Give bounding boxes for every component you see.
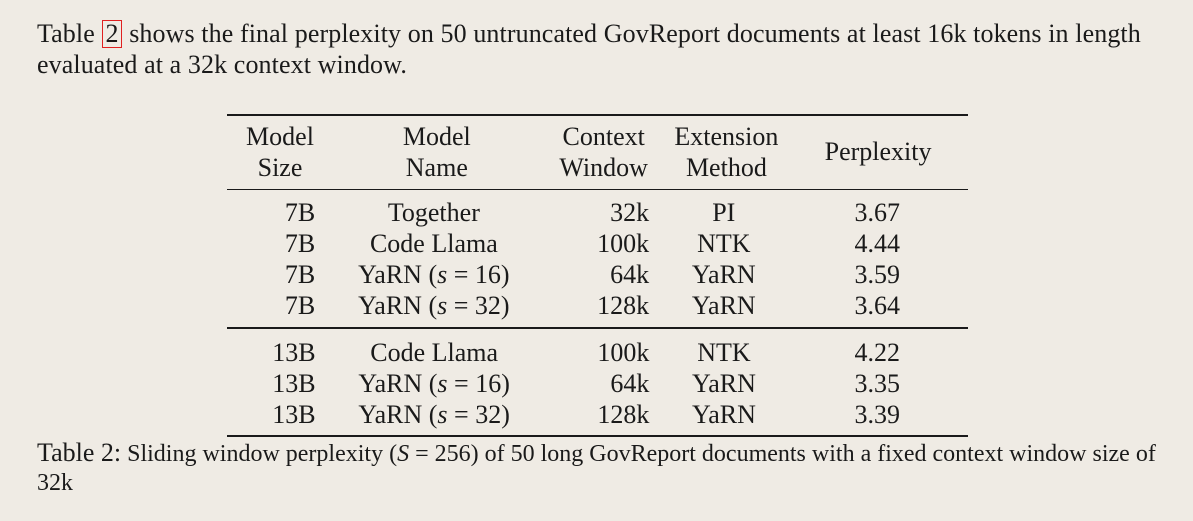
table-group-7b: 7B Together 32k PI 3.67 7B Code Llama 10… [227,197,968,321]
cell-perplexity: 3.35 [854,368,901,398]
header-model-name: Model Name [325,122,549,183]
cell-perplexity: 3.39 [854,399,901,429]
body-paragraph: Table 2 shows the final perplexity on 50… [37,18,1167,80]
cell-extension-method: YaRN [692,368,756,398]
model-name-prefix: YaRN ( [358,399,438,429]
cell-model-name: Code Llama [370,337,499,367]
cell-perplexity: 4.44 [854,229,900,259]
header-model-size-line1: Model [246,122,314,151]
cell-extension-method: YaRN [691,260,756,290]
cell-perplexity: 3.59 [854,260,900,290]
cell-context-window: 64k [610,368,650,398]
cell-perplexity: 4.22 [854,337,901,367]
cell-model-name: YaRN (s = 32) [315,290,552,321]
header-context-window-line1: Context [562,122,645,151]
cell-perplexity: 3.64 [854,291,900,321]
cell-model-size: 13B [272,337,316,367]
table-row: 7B Code Llama 100k NTK 4.44 [227,228,968,259]
cell-context-window: 32k [610,198,650,228]
cell-model-size: 7B [284,229,316,259]
model-name-variable: s [437,368,448,398]
header-model-size: Model Size [227,122,325,183]
cell-perplexity: 3.67 [854,198,900,228]
header-perplexity: Perplexity [824,137,932,167]
model-name-prefix: YaRN ( [358,291,438,321]
caption-text-end: = 256) of 50 long GovReport documents wi… [37,441,1156,496]
cell-extension-method: PI [712,198,736,228]
model-name-suffix: = 16) [447,260,510,290]
cell-extension-method: YaRN [691,291,756,321]
cell-model-name: Code Llama [369,229,498,259]
paragraph-text-end: shows the final perplexity on 50 untrunc… [37,19,1141,79]
cell-model-size: 7B [284,291,316,321]
cell-context-window: 128k [597,399,650,429]
header-model-size-line2: Size [257,152,303,182]
table-row: 13B Code Llama 100k NTK 4.22 [227,337,968,368]
cell-model-size: 13B [272,368,316,398]
cell-model-name: YaRN (s = 32) [316,399,553,430]
cell-extension-method: YaRN [692,399,756,429]
table-caption: Table 2: Sliding window perplexity (S = … [37,438,1167,498]
table-row: 7B YaRN (s = 16) 64k YaRN 3.59 [227,259,968,290]
table-bottom-rule [227,434,968,437]
caption-variable: S [397,441,410,467]
model-name-suffix: = 32) [447,399,510,429]
caption-text-start: Sliding window perplexity ( [121,441,398,467]
table-row: 7B Together 32k PI 3.67 [227,197,968,228]
caption-label: Table 2: [37,438,122,467]
table-top-rule [227,114,968,116]
cell-model-name: Together [387,198,480,228]
header-context-window: Context Window [549,122,653,183]
cell-model-size: 7B [284,198,316,228]
header-extension-method: Extension Method [653,122,800,183]
header-model-name-line2: Name [405,152,468,182]
model-name-suffix: = 16) [447,368,510,398]
table-row: 13B YaRN (s = 32) 128k YaRN 3.39 [227,399,968,430]
header-rule [227,189,968,191]
model-name-variable: s [437,399,448,429]
header-model-name-line1: Model [402,122,471,151]
cell-model-name: YaRN (s = 16) [316,368,553,399]
paragraph-text-start: Table [37,19,102,48]
cell-context-window: 100k [597,229,650,259]
cell-model-name: YaRN (s = 16) [315,259,552,290]
header-context-window-line2: Window [559,152,648,182]
cell-context-window: 100k [597,337,650,367]
table-row: 7B YaRN (s = 32) 128k YaRN 3.64 [227,290,968,321]
table-row: 13B YaRN (s = 16) 64k YaRN 3.35 [227,368,968,399]
cell-model-size: 7B [284,260,316,290]
header-extension-method-line2: Method [685,152,767,182]
table-header: Model Size Model Name Context Window [227,122,968,183]
model-name-prefix: YaRN ( [358,368,438,398]
cell-extension-method: NTK [697,229,751,259]
model-name-prefix: YaRN ( [358,260,438,290]
table-group-13b: 13B Code Llama 100k NTK 4.22 13B YaRN (s… [227,337,968,430]
model-name-variable: s [437,260,448,290]
table-reference-link[interactable]: 2 [102,20,122,48]
model-name-variable: s [437,291,448,321]
cell-context-window: 64k [610,260,650,290]
header-extension-method-line1: Extension [674,122,779,151]
cell-extension-method: NTK [697,337,751,367]
perplexity-table: Model Size Model Name Context Window [227,114,968,437]
group-separator-rule [227,327,968,329]
cell-context-window: 128k [597,291,650,321]
cell-model-size: 13B [272,399,316,429]
model-name-suffix: = 32) [447,291,510,321]
